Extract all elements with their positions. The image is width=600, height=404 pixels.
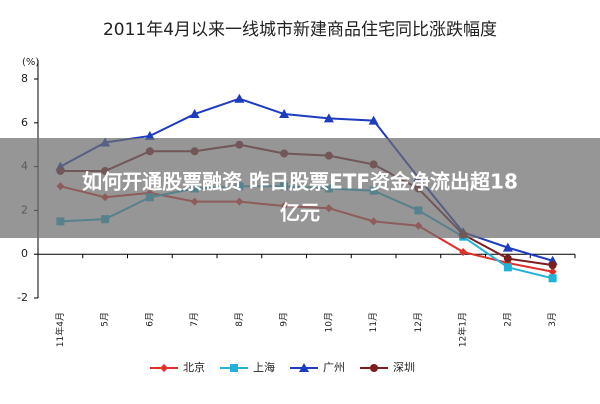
y-tick-label: 6 [21, 116, 28, 129]
marker [279, 109, 290, 119]
marker [548, 267, 557, 276]
legend-label: 广州 [323, 361, 345, 374]
marker [144, 130, 155, 140]
x-tick-label: 2月 [502, 312, 513, 327]
legend-label: 北京 [183, 360, 205, 374]
marker [323, 113, 334, 123]
x-tick-label: 11月 [368, 312, 379, 332]
marker [502, 242, 513, 252]
y-tick-label: 8 [21, 72, 28, 85]
y-tick-label: 0 [21, 247, 28, 260]
marker [160, 364, 168, 372]
x-tick-label: 6月 [144, 312, 155, 327]
legend-label: 深圳 [393, 361, 415, 374]
chart-title: 2011年4月以来一线城市新建商品住宅同比涨跌幅度 [103, 20, 497, 40]
marker [548, 274, 557, 283]
x-tick-label: 3月 [547, 312, 558, 327]
x-tick-label: 9月 [279, 312, 290, 327]
marker [368, 115, 379, 125]
x-tick-label: 8月 [234, 312, 245, 327]
marker [234, 93, 245, 103]
x-tick-label: 12月 [413, 312, 424, 332]
legend-label: 上海 [253, 360, 275, 374]
marker [548, 261, 557, 270]
caption-banner [0, 138, 600, 238]
y-tick-label: -2 [17, 291, 28, 304]
caption-text: 如何开通股票融资 昨日股票ETF资金净流出超18 [82, 170, 518, 194]
y-unit: (%) [22, 57, 39, 68]
marker [189, 109, 200, 119]
x-tick-label: 5月 [100, 312, 111, 327]
marker [230, 364, 238, 372]
marker [299, 363, 309, 372]
marker [503, 254, 512, 263]
marker [503, 263, 512, 272]
x-tick-label: 11年4月 [54, 312, 66, 347]
x-tick-label: 7月 [189, 312, 200, 327]
x-tick-label: 10月 [323, 312, 334, 332]
marker [370, 364, 378, 372]
x-tick-label: 12年1月 [457, 312, 469, 347]
caption-text: 亿元 [280, 201, 320, 225]
marker [459, 248, 468, 257]
